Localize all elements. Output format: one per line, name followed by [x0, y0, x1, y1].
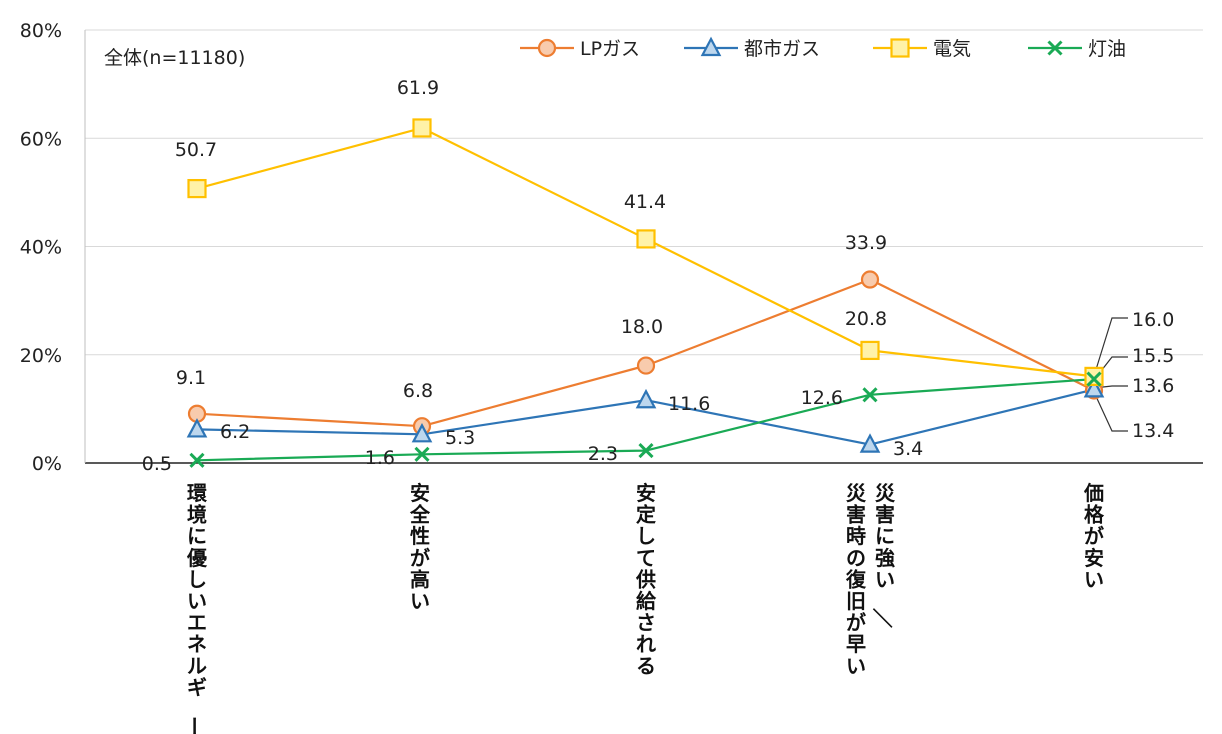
- data-label: 2.3: [588, 443, 618, 465]
- chart-subtitle: 全体(n=11180): [104, 47, 245, 69]
- x-category-label: 安全性が高い: [409, 481, 431, 613]
- data-point: [412, 118, 432, 138]
- leader-line: [1093, 317, 1128, 377]
- legend-label: LPガス: [580, 38, 640, 60]
- data-label: 50.7: [175, 139, 217, 161]
- x-category-label: 環境に優しいエネルギー: [182, 481, 208, 734]
- data-label: 6.8: [403, 380, 433, 402]
- y-tick-label: 60%: [20, 128, 62, 150]
- legend-item: 都市ガス: [684, 36, 820, 60]
- data-label: 33.9: [845, 232, 887, 254]
- x-category-label: 災害に強い／災害時の復旧が早い: [845, 481, 896, 678]
- data-label: 13.6: [1132, 375, 1174, 397]
- legend-marker: [700, 36, 722, 57]
- legend-label: 都市ガス: [744, 38, 820, 60]
- data-label: 20.8: [845, 308, 887, 330]
- data-label: 3.4: [893, 438, 923, 460]
- data-label: 0.5: [142, 453, 172, 475]
- legend-item: 灯油: [1028, 38, 1126, 60]
- data-point: [186, 418, 208, 438]
- data-point: [862, 387, 878, 403]
- data-label: 61.9: [397, 77, 439, 99]
- data-point: [411, 422, 433, 443]
- y-tick-label: 80%: [20, 20, 62, 42]
- data-label: 41.4: [624, 191, 666, 213]
- data-point: [636, 356, 656, 375]
- x-category-label: 価格が安い: [1083, 481, 1105, 591]
- y-tick-label: 40%: [20, 237, 62, 259]
- data-point: [1084, 366, 1104, 386]
- data-point: [638, 442, 654, 459]
- legend-marker: [1047, 40, 1063, 56]
- data-label: 16.0: [1132, 309, 1174, 331]
- series-line: [196, 126, 1095, 378]
- data-label: 11.6: [668, 393, 710, 415]
- data-label: 18.0: [621, 316, 663, 338]
- x-category-label: 安定して供給される: [635, 481, 657, 678]
- y-tick-label: 20%: [20, 345, 62, 367]
- gridlines: [85, 29, 1203, 356]
- legend-item: 電気: [873, 38, 971, 60]
- data-point: [1083, 378, 1105, 398]
- data-labels: 9.1 6.8 18.0 33.9 13.4 6.2 5.3 11.6 3.4 13.6 50.7 6…: [142, 77, 1175, 475]
- legend-label: 灯油: [1088, 38, 1126, 60]
- data-point: [187, 178, 207, 199]
- data-point: [1086, 371, 1102, 387]
- series-markers: [186, 118, 1105, 468]
- data-point: [860, 340, 880, 361]
- data-point: [636, 229, 656, 249]
- legend: LPガス 都市ガス 電気 灯油: [520, 36, 1126, 60]
- data-label: 6.2: [220, 421, 250, 443]
- legend-label: 電気: [933, 38, 971, 60]
- legend-item: LPガス: [520, 38, 640, 60]
- y-tick-label: 0%: [32, 453, 62, 475]
- data-label: 1.6: [365, 447, 395, 469]
- series-lines: [196, 126, 1095, 462]
- y-axis-ticks: 0% 20% 40% 60% 80%: [20, 20, 62, 475]
- data-point: [860, 270, 880, 289]
- data-point: [859, 433, 881, 453]
- x-axis-category-labels: 環境に優しいエネルギー 安全性が高い 安定して供給される 災害に強い／災害時の復旧が早…: [182, 481, 1105, 734]
- data-point: [635, 388, 657, 409]
- data-label: 13.4: [1132, 420, 1174, 442]
- data-label: 9.1: [176, 367, 206, 389]
- legend-marker: [890, 38, 910, 58]
- data-label: 5.3: [445, 427, 475, 449]
- leader-line: [1093, 391, 1128, 432]
- data-point: [189, 452, 205, 468]
- data-label: 15.5: [1132, 345, 1174, 367]
- data-label: 12.6: [801, 387, 843, 409]
- legend-marker: [537, 38, 557, 58]
- data-point: [414, 446, 430, 462]
